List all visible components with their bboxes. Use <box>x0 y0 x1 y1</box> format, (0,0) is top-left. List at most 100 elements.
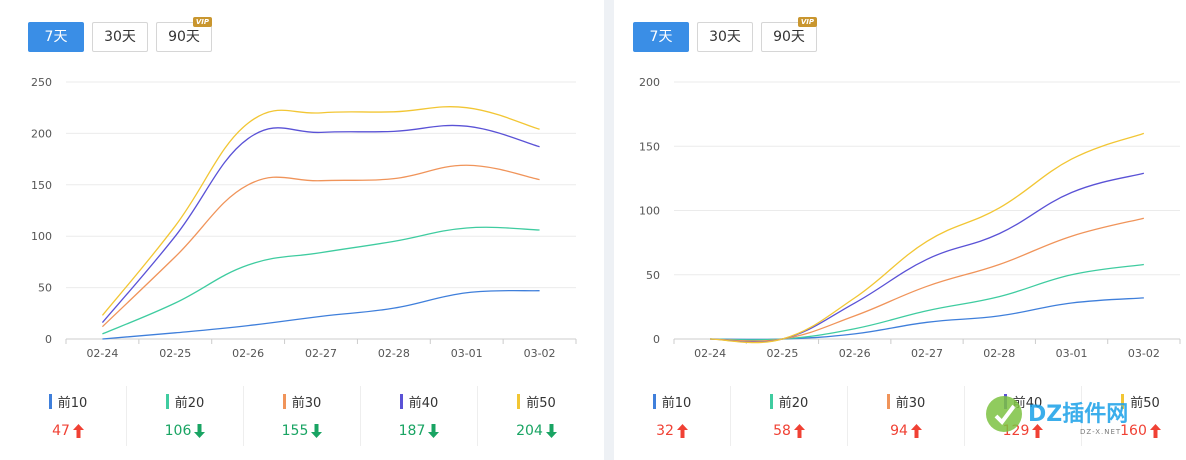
y-tick-label: 100 <box>639 205 660 218</box>
legend-label: 前10 <box>57 395 88 411</box>
legend-label: 前20 <box>174 395 205 411</box>
legend-label: 前20 <box>778 395 809 411</box>
range-tabs: 7天 30天 90天 VIP <box>28 17 212 52</box>
arrow-up-icon <box>1149 424 1161 438</box>
legend-label: 前30 <box>895 395 926 411</box>
legend-swatch <box>48 393 52 409</box>
y-tick-label: 50 <box>38 282 52 295</box>
legend-label: 前30 <box>291 395 322 411</box>
legend-item-top10[interactable]: 前10 47 <box>10 386 127 446</box>
legend-item-top30[interactable]: 前30 94 <box>848 386 965 446</box>
tab-label: 7天 <box>44 29 68 45</box>
legend-item-top20[interactable]: 前20 106 <box>127 386 244 446</box>
series-line <box>102 226 540 335</box>
arrow-up-icon <box>676 424 688 438</box>
legend-swatch <box>282 393 286 409</box>
y-tick-label: 150 <box>31 179 52 192</box>
x-tick-label: 02-25 <box>159 347 191 360</box>
arrow-up-icon <box>1032 424 1044 438</box>
tab-90-days[interactable]: 90天 VIP <box>156 17 212 52</box>
tab-90-days[interactable]: 90天 VIP <box>761 17 817 52</box>
legend-label: 前50 <box>526 395 556 411</box>
legend-swatch <box>652 393 656 409</box>
legend-swatch <box>1121 393 1125 409</box>
arrow-down-icon <box>311 424 323 438</box>
line-chart: 0 50 100 150 200 02-24 02-25 02-26 02-27 02-28 03-… <box>639 76 1181 360</box>
series-line <box>102 289 540 340</box>
legend-item-top10[interactable]: 前10 32 <box>614 386 731 446</box>
tab-label: 30天 <box>104 29 136 45</box>
arrow-up-icon <box>72 424 84 438</box>
series-line <box>101 164 540 328</box>
arrow-down-icon <box>545 424 557 438</box>
tab-label: 90天 <box>168 29 200 45</box>
legend-swatch <box>886 393 890 409</box>
legend-value: 32 <box>656 423 674 439</box>
line-chart: 0 50 100 150 200 250 02-24 02-25 02-26 02-27 02-28… <box>31 76 577 360</box>
legend-item-top50[interactable]: 前50 204 <box>478 386 595 446</box>
legend-label: 前10 <box>661 395 692 411</box>
range-tabs: 7天 30天 90天 VIP <box>633 17 817 52</box>
legend-swatch <box>769 393 773 409</box>
y-tick-label: 200 <box>639 76 660 89</box>
arrow-down-icon <box>428 424 440 438</box>
legend-value: 106 <box>164 423 192 439</box>
y-tick-label: 150 <box>639 140 660 153</box>
x-tick-label: 02-26 <box>232 347 264 360</box>
watermark: DZ插件网 DZ-X.NET <box>984 388 1174 444</box>
watermark-subtext: DZ-X.NET <box>1080 428 1122 436</box>
legend-item-top50[interactable]: 前50 160 <box>1082 386 1186 446</box>
y-tick-label: 0 <box>45 333 52 346</box>
x-tick-label: 02-26 <box>839 347 871 360</box>
legend-swatch <box>517 393 521 409</box>
legend-item-top20[interactable]: 前20 58 <box>731 386 848 446</box>
series-line <box>710 297 1144 341</box>
x-tick-label: 02-27 <box>305 347 337 360</box>
legend-swatch <box>165 393 169 409</box>
x-tick-label: 03-02 <box>524 347 556 360</box>
arrow-up-icon <box>910 424 922 438</box>
series-line <box>101 106 540 316</box>
legend: 前10 47 前20 106 前30 155 前40 187 前50 204 <box>10 386 595 446</box>
x-tick-label: 02-28 <box>983 347 1015 360</box>
legend-label: 前40 <box>408 395 439 411</box>
tab-7-days[interactable]: 7天 <box>633 22 689 52</box>
series-line <box>710 132 1145 344</box>
series-line <box>710 172 1145 343</box>
arrow-up-icon <box>793 424 805 438</box>
legend-value: 94 <box>890 423 908 439</box>
tab-label: 30天 <box>709 29 741 45</box>
watermark-logo-icon <box>986 396 1022 432</box>
chart-panel-right: 7天 30天 90天 VIP 0 50 100 150 200 02-24 02-25 02-2… <box>614 0 1186 460</box>
x-tick-label: 02-24 <box>694 347 726 360</box>
tab-label: 90天 <box>773 29 805 45</box>
arrow-down-icon <box>194 424 206 438</box>
x-tick-label: 02-27 <box>911 347 943 360</box>
y-tick-label: 250 <box>31 76 52 89</box>
legend-value: 58 <box>773 423 791 439</box>
legend-swatch <box>399 393 403 409</box>
legend-value: 187 <box>398 423 426 439</box>
chart-panel-left: 7天 30天 90天 VIP 0 50 100 150 200 250 02-24 02-25 0… <box>0 0 604 460</box>
legend-item-top40[interactable]: 前40 187 <box>361 386 478 446</box>
tab-30-days[interactable]: 30天 <box>697 22 753 52</box>
y-tick-label: 100 <box>31 230 52 243</box>
legend-value: 155 <box>281 423 309 439</box>
vip-badge: VIP <box>797 17 817 27</box>
legend-value: 47 <box>52 423 70 439</box>
tab-7-days[interactable]: 7天 <box>28 22 84 52</box>
x-tick-label: 02-28 <box>378 347 410 360</box>
legend-item-top30[interactable]: 前30 155 <box>244 386 361 446</box>
x-tick-label: 03-01 <box>451 347 483 360</box>
x-tick-label: 03-01 <box>1056 347 1088 360</box>
y-tick-label: 50 <box>646 269 660 282</box>
legend-value: 204 <box>516 423 543 439</box>
x-tick-label: 02-25 <box>766 347 798 360</box>
legend-value: 160 <box>1120 423 1147 439</box>
y-tick-label: 0 <box>653 333 660 346</box>
tab-30-days[interactable]: 30天 <box>92 22 148 52</box>
legend-label: 前50 <box>1130 395 1160 411</box>
x-tick-label: 02-24 <box>86 347 118 360</box>
y-tick-label: 200 <box>31 127 52 140</box>
tab-label: 7天 <box>649 29 673 45</box>
